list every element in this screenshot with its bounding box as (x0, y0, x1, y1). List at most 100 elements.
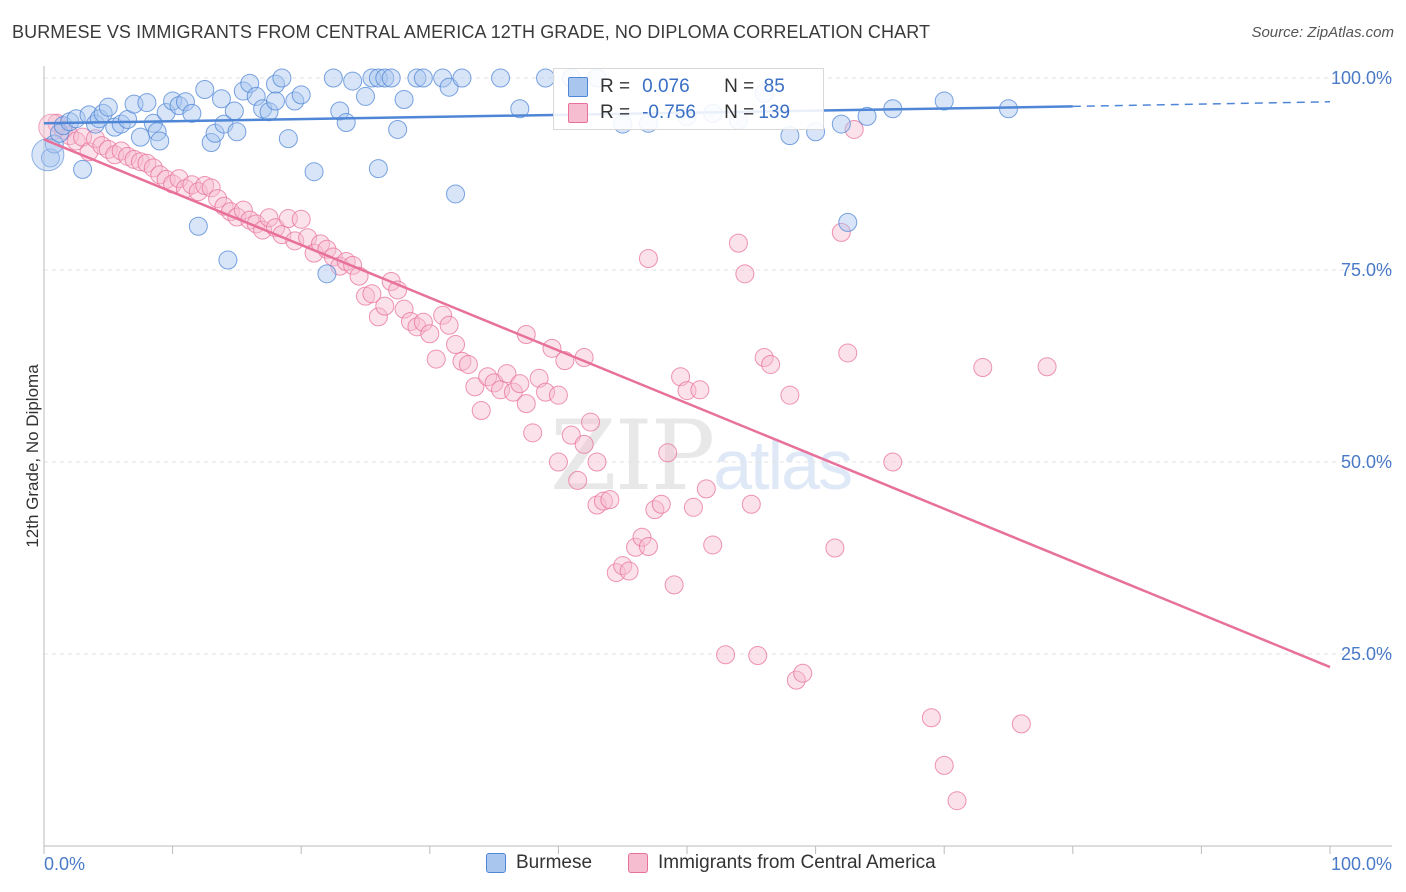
immigrants-point (947, 791, 967, 811)
burmese-point (934, 91, 954, 111)
immigrants-point (510, 374, 530, 394)
burmese-point (323, 68, 343, 88)
immigrants-point (465, 377, 485, 397)
axes (43, 66, 1392, 854)
legend-item-burmese[interactable]: Burmese (486, 852, 592, 874)
burmese-point (272, 68, 292, 88)
burmese-point (137, 93, 157, 113)
immigrants-point (638, 536, 658, 556)
immigrants-point (581, 412, 601, 432)
stats-n-value-immigrants: 139 (758, 102, 791, 123)
immigrants-point (420, 324, 440, 344)
immigrants-point (780, 385, 800, 405)
burmese-point (388, 119, 408, 139)
burmese-point (343, 71, 363, 91)
immigrants-point (716, 645, 736, 665)
burmese-point (491, 68, 511, 88)
immigrants-point (761, 354, 781, 374)
x-tick-label-1: 100.0% (1331, 854, 1392, 874)
burmese-point (368, 159, 388, 179)
grid-lines (44, 77, 1392, 655)
burmese-point (233, 81, 253, 101)
x-tick-label-0: 0.0% (44, 854, 85, 874)
burmese-point (831, 114, 851, 134)
immigrants-point (883, 452, 903, 472)
immigrants-point (362, 284, 382, 304)
burmese-point (195, 80, 215, 100)
burmese-point (407, 68, 427, 88)
immigrants-point (523, 423, 543, 443)
burmese-point (175, 92, 195, 112)
immigrants-point (291, 209, 311, 229)
immigrants-point (548, 452, 568, 472)
burmese-point (317, 264, 337, 284)
immigrants-point (233, 200, 253, 220)
burmese-point (439, 77, 459, 97)
immigrants-point (638, 248, 658, 268)
burmese-point (79, 105, 99, 125)
stats-swatch-immigrants (568, 103, 588, 123)
immigrants-point (568, 470, 588, 490)
legend-label-burmese: Burmese (516, 852, 593, 873)
immigrants-point (561, 425, 581, 445)
immigrants-point (703, 535, 723, 555)
burmese-point (336, 113, 356, 133)
immigrants-point (574, 434, 594, 454)
stats-n-label: N = (724, 76, 755, 97)
immigrants-point (831, 222, 851, 242)
immigrants-point (619, 561, 639, 581)
burmese-point (304, 162, 324, 182)
immigrants-point (741, 494, 761, 514)
immigrants-point (844, 119, 864, 139)
burmese-point (224, 101, 244, 121)
burmese-point (98, 97, 118, 117)
burmese-trend-line-dashed (1072, 101, 1331, 108)
stats-n-value-burmese: 85 (763, 76, 785, 97)
immigrants-points (38, 113, 1057, 811)
immigrants-point (259, 208, 279, 228)
burmese-point (85, 114, 105, 134)
burmese-point (150, 131, 170, 151)
burmese-point (130, 127, 150, 147)
burmese-point (356, 86, 375, 106)
burmese-point (857, 106, 877, 126)
stats-n-label: N = (724, 102, 755, 123)
burmese-point (381, 68, 401, 88)
burmese-point (394, 90, 414, 110)
immigrants-point (934, 755, 954, 775)
burmese-point (838, 212, 858, 232)
immigrants-point (600, 490, 620, 510)
burmese-point (211, 89, 231, 109)
immigrants-point (793, 663, 813, 683)
burmese-point (433, 68, 453, 88)
immigrants-point (439, 315, 459, 335)
burmese-point (510, 99, 530, 119)
immigrants-point (973, 358, 993, 378)
burmese-point (446, 184, 466, 204)
immigrants-point (413, 312, 433, 332)
legend-swatch-burmese (486, 853, 506, 873)
immigrants-point-large (38, 113, 66, 141)
immigrants-point (683, 497, 703, 517)
immigrants-point (1011, 714, 1031, 734)
y-tick-label-0: 100.0% (1331, 68, 1392, 88)
burmese-point (265, 91, 285, 111)
immigrants-point (548, 385, 568, 405)
burmese-point (227, 122, 247, 142)
burmese-point (147, 122, 167, 142)
burmese-point (201, 133, 221, 153)
immigrants-point (458, 354, 478, 374)
burmese-point (452, 68, 472, 88)
immigrants-point (516, 394, 536, 414)
immigrants-point (201, 178, 221, 198)
burmese-point (246, 86, 266, 106)
stats-row-burmese: R = 0.076 N = 85 (568, 75, 794, 99)
immigrants-point (696, 479, 716, 499)
immigrants-point (471, 401, 491, 421)
immigrants-point (664, 575, 684, 595)
legend-item-immigrants[interactable]: Immigrants from Central America (628, 852, 936, 874)
burmese-point (413, 68, 433, 88)
burmese-point-large (31, 138, 65, 172)
stats-row-immigrants: R = -0.756 N = 139 (568, 101, 794, 125)
